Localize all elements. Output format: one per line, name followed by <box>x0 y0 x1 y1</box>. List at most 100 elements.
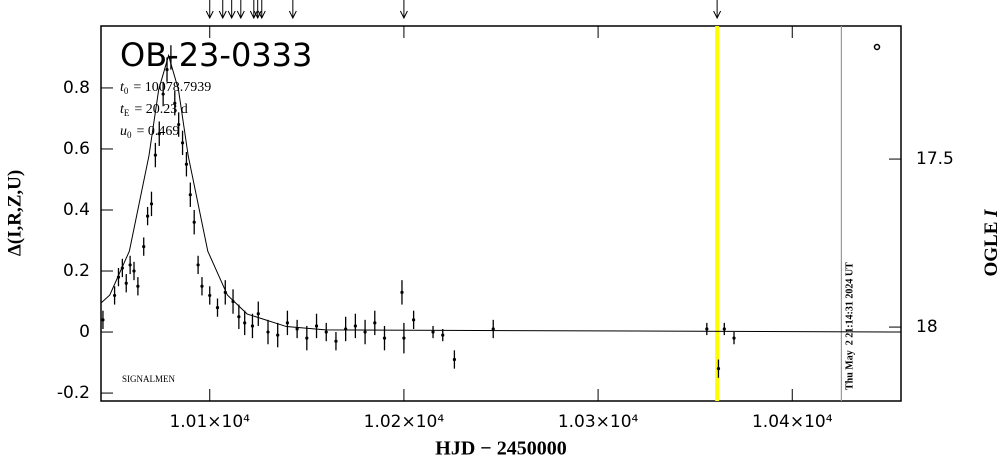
data-point <box>716 367 721 371</box>
data-point <box>165 68 169 72</box>
data-point <box>161 92 165 96</box>
arrow <box>227 0 236 20</box>
data-point <box>184 162 189 166</box>
y-tick-label: -0.2 <box>57 383 90 403</box>
data-point <box>402 336 406 340</box>
data-point <box>101 318 105 322</box>
data-point <box>295 327 299 331</box>
data-point <box>142 245 146 249</box>
marker-symbol <box>873 43 881 51</box>
data-point <box>491 327 495 331</box>
param: u0 = 0.469 <box>120 124 179 140</box>
data-point <box>173 101 177 105</box>
data-point <box>116 275 121 279</box>
data-point <box>188 193 192 197</box>
data-point <box>177 122 181 127</box>
data-point <box>200 284 204 288</box>
y2-tick-label: 17.5 <box>916 149 954 169</box>
param-text: = 20.23 d <box>134 102 187 117</box>
arrow <box>713 0 722 20</box>
data-point <box>256 312 260 316</box>
arrow <box>218 0 227 20</box>
data-point <box>132 269 136 273</box>
data-point <box>180 141 185 145</box>
data-point <box>705 327 709 331</box>
data-point <box>169 55 173 60</box>
param: t0 = 10078.7939 <box>120 80 211 96</box>
data-point <box>441 333 445 337</box>
data-point <box>400 290 404 294</box>
y-tick-label: 0.6 <box>63 139 90 159</box>
data-point <box>382 336 387 340</box>
arrow <box>236 0 245 20</box>
data-point <box>192 220 196 224</box>
y-tick-label: 0.4 <box>63 200 90 220</box>
data-point <box>276 333 280 337</box>
data-point <box>120 266 124 270</box>
param: tE = 20.23 d <box>120 102 188 118</box>
data-point <box>353 324 357 328</box>
x-tick-label: 1.04×10⁴ <box>752 412 833 432</box>
model-line <box>100 53 902 333</box>
data-point <box>334 339 338 343</box>
data-point <box>149 202 154 206</box>
param-symbol: t <box>120 80 125 95</box>
timestamp: Thu May 2 21:14:31 2024 UT <box>845 262 856 390</box>
param-sub: 0 <box>124 86 129 96</box>
y2-axis-label-text: OGLE <box>981 217 1002 277</box>
y-tick-label: 0 <box>79 322 90 342</box>
data-point <box>452 357 456 362</box>
data-point <box>223 290 227 294</box>
data-point <box>128 263 132 267</box>
x-tick-label: 1.03×10⁴ <box>558 412 639 432</box>
data-point <box>215 306 220 310</box>
data-point <box>146 214 150 218</box>
arrow <box>288 0 297 20</box>
data-point <box>314 324 319 328</box>
data-point <box>431 330 435 334</box>
note: SIGNALMEN <box>122 374 175 384</box>
y-axis-label: Δ(I,R,Z,U) <box>4 170 25 256</box>
y2-tick-label: 18 <box>916 317 938 337</box>
arrow <box>399 0 408 20</box>
param-text: = 10078.7939 <box>133 80 211 95</box>
data-point <box>732 336 736 340</box>
arrow <box>257 0 266 20</box>
param-text: = 0.469 <box>137 124 180 139</box>
data-point <box>231 299 235 304</box>
y2-axis-label: OGLE I <box>981 209 1002 277</box>
y-tick-label: 0.8 <box>63 78 90 98</box>
data-point <box>412 318 416 322</box>
param-sub: 0 <box>127 130 132 140</box>
param-symbol: u <box>120 124 127 139</box>
data-point <box>722 327 726 331</box>
arrow <box>253 0 262 20</box>
data-point <box>305 336 309 340</box>
x-tick-label: 1.02×10⁴ <box>364 412 445 432</box>
data-point <box>208 293 212 298</box>
y2-axis-label-italic: I <box>981 209 1002 218</box>
param-sub: E <box>124 108 130 118</box>
data-point <box>157 132 161 136</box>
data-point <box>136 284 140 288</box>
data-point <box>237 315 241 319</box>
x-tick-label: 1.01×10⁴ <box>169 412 250 432</box>
x-axis-label: HJD − 2450000 <box>435 438 566 459</box>
data-point <box>124 281 128 285</box>
y-tick-label: 0.2 <box>63 261 90 281</box>
arrow <box>205 0 214 20</box>
data-point <box>250 324 255 328</box>
param-symbol: t <box>120 102 125 117</box>
data-point <box>153 153 157 157</box>
data-point <box>373 321 377 325</box>
data-point <box>196 263 200 267</box>
plot-frame <box>100 25 902 402</box>
data-point <box>285 321 290 325</box>
data-point <box>243 321 247 325</box>
chart-title: OB-23-0333 <box>120 36 312 74</box>
data-point <box>112 293 117 298</box>
data-point <box>344 327 348 331</box>
data-point <box>363 330 367 334</box>
data-point <box>266 330 270 334</box>
